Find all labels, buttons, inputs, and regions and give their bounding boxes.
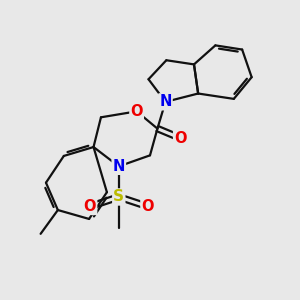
Text: O: O	[141, 199, 154, 214]
Text: O: O	[84, 199, 96, 214]
Text: N: N	[159, 94, 172, 110]
Text: O: O	[130, 104, 143, 119]
Text: S: S	[113, 190, 124, 205]
Text: O: O	[174, 130, 187, 146]
Text: N: N	[112, 159, 125, 174]
